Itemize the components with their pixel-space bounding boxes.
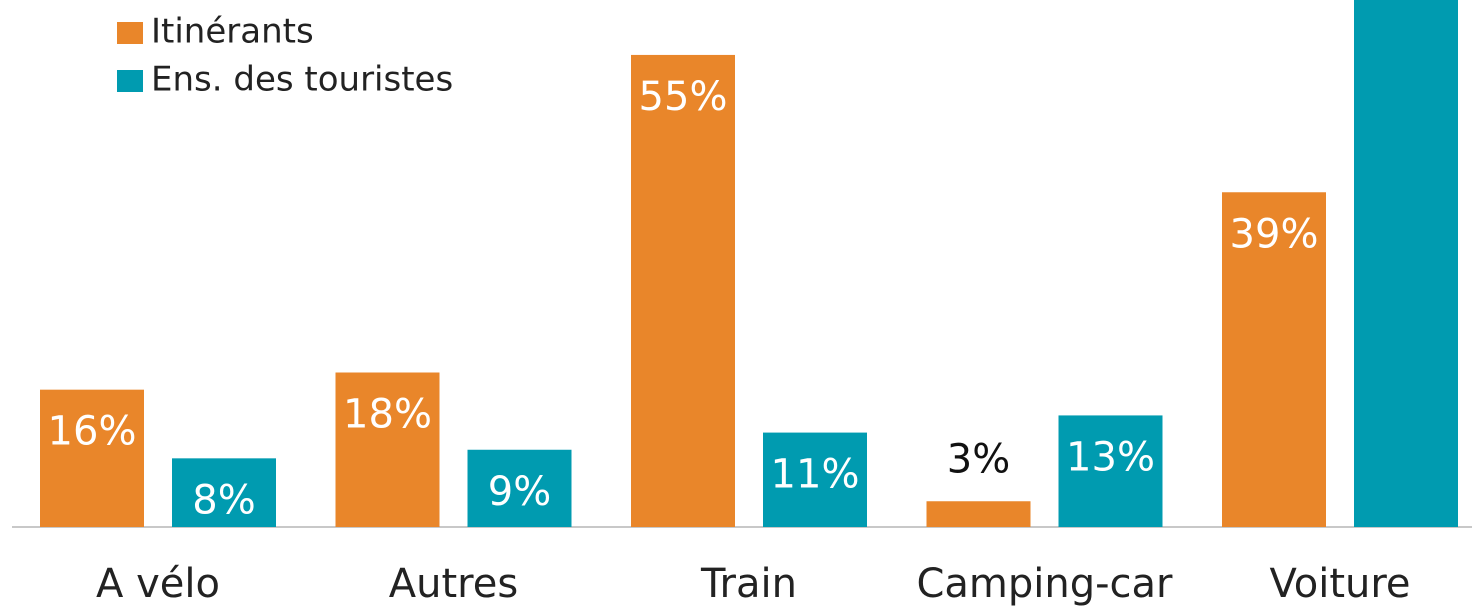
x-tick-label: Voiture [1269,561,1410,607]
bar [467,449,572,527]
x-tick-label: Autres [389,561,518,607]
data-label: 39% [1230,211,1319,257]
data-label: 8% [192,477,255,523]
bar [631,54,735,528]
bar [40,389,144,527]
bar [763,432,867,527]
bar [1058,415,1163,527]
data-label: 55% [639,74,728,120]
bar [335,372,440,527]
data-label: 18% [343,392,432,438]
bar [1222,192,1326,527]
legend-label: Itinérants [151,12,314,52]
data-label: 3% [947,436,1010,482]
data-label: 16% [48,409,137,455]
x-tick-label: Train [700,561,797,607]
data-label: 11% [771,452,860,498]
bar [926,501,1031,527]
bar [172,458,276,527]
x-tick-label: A vélo [96,561,220,607]
legend-label: Ens. des touristes [151,60,453,100]
data-label: 13% [1066,434,1155,480]
bar [1354,0,1458,527]
legend-swatch [117,22,143,44]
x-tick-label: Camping-car [916,561,1173,607]
legend-swatch [117,70,143,92]
data-label: 9% [488,469,551,515]
